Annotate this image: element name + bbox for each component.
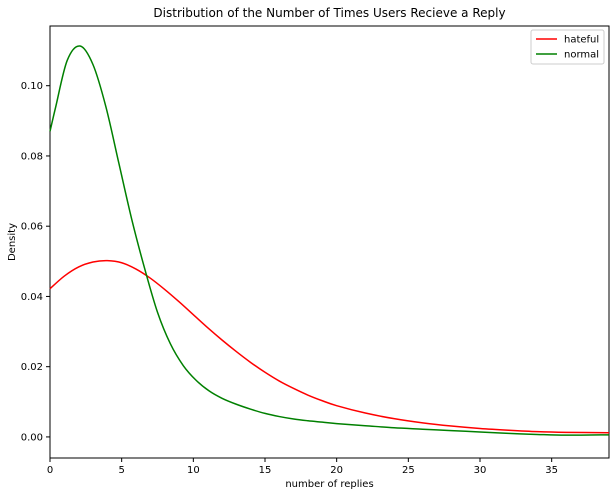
x-tick-label: 20 (330, 465, 343, 476)
series-line-hateful (49, 259, 610, 434)
plot-frame (49, 25, 610, 459)
x-axis-ticks: 0 5 10 15 20 25 30 35 (47, 458, 558, 476)
y-tick-label: 0.02 (21, 362, 43, 373)
x-tick-label: 30 (474, 465, 487, 476)
y-axis-label: Density (7, 223, 18, 261)
y-tick-label: 0.08 (21, 151, 43, 162)
plot-area (49, 25, 610, 459)
series-line-normal (49, 45, 610, 436)
legend-label-normal: normal (564, 50, 599, 61)
y-tick-label: 0.10 (21, 81, 43, 92)
legend-label-hateful: hateful (564, 35, 599, 46)
x-axis-label: number of replies (285, 479, 373, 490)
y-tick-label: 0.00 (21, 432, 43, 443)
x-tick-label: 10 (187, 465, 200, 476)
x-tick-label: 0 (47, 465, 53, 476)
legend: hateful normal (530, 29, 605, 65)
y-tick-label: 0.04 (21, 292, 43, 303)
x-tick-label: 5 (118, 465, 124, 476)
y-axis-ticks: 0.00 0.02 0.04 0.06 0.08 0.10 (21, 81, 50, 443)
chart-title: Distribution of the Number of Times User… (153, 6, 505, 20)
y-tick-label: 0.06 (21, 222, 43, 233)
x-tick-label: 15 (259, 465, 272, 476)
x-tick-label: 25 (402, 465, 415, 476)
x-tick-label: 35 (545, 465, 558, 476)
series-lines (49, 45, 610, 436)
